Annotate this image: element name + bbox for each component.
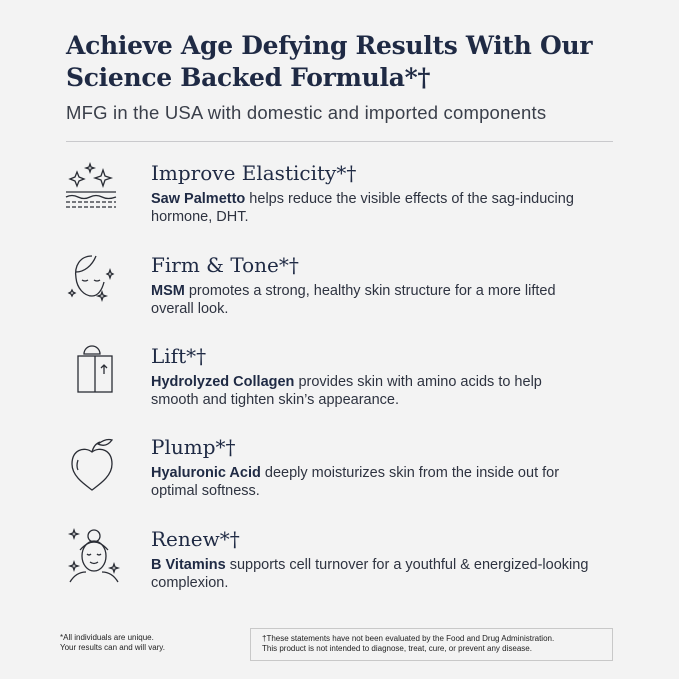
benefit-improve-elasticity: Improve Elasticity*† Saw Palmetto helps … xyxy=(151,160,591,226)
title-line-2: Science Backed Formula*† xyxy=(66,63,431,92)
benefit-heading: Firm & Tone*† xyxy=(151,253,299,277)
ingredient-name: Hyaluronic Acid xyxy=(151,465,261,481)
benefit-description: B Vitamins supports cell turnover for a … xyxy=(151,556,591,592)
subtitle: MFG in the USA with domestic and importe… xyxy=(66,102,547,123)
note-line-2: Your results can and will vary. xyxy=(60,643,165,652)
benefit-description: Hyaluronic Acid deeply moisturizes skin … xyxy=(151,464,591,500)
benefit-heading: Plump*† xyxy=(151,435,236,459)
benefit-description: MSM promotes a strong, healthy skin stru… xyxy=(151,282,591,318)
ingredient-name: B Vitamins xyxy=(151,557,226,573)
face-towel-spa-icon xyxy=(62,524,122,584)
benefit-renew: Renew*† B Vitamins supports cell turnove… xyxy=(151,526,591,592)
ingredient-name: Hydrolyzed Collagen xyxy=(151,374,295,390)
face-sparkle-icon xyxy=(62,250,122,310)
ingredient-name: MSM xyxy=(151,283,185,299)
benefit-text: supports cell turnover for a youthful & … xyxy=(151,557,589,591)
fda-disclaimer-box: †These statements have not been evaluate… xyxy=(250,628,613,661)
benefit-lift: Lift*† Hydrolyzed Collagen provides skin… xyxy=(151,343,591,409)
benefit-description: Saw Palmetto helps reduce the visible ef… xyxy=(151,190,591,226)
benefit-heading: Improve Elasticity*† xyxy=(151,161,357,185)
disclaimer-line-1: †These statements have not been evaluate… xyxy=(262,634,555,643)
note-line-1: *All individuals are unique. xyxy=(60,633,154,642)
title-line-1: Achieve Age Defying Results With Our xyxy=(66,31,593,60)
individual-results-note: *All individuals are unique. Your result… xyxy=(60,633,165,653)
benefit-text: promotes a strong, healthy skin structur… xyxy=(151,283,556,317)
benefit-firm-tone: Firm & Tone*† MSM promotes a strong, hea… xyxy=(151,252,591,318)
disclaimer-line-2: This product is not intended to diagnose… xyxy=(262,644,532,653)
ingredient-name: Saw Palmetto xyxy=(151,191,246,207)
peach-icon xyxy=(62,434,122,494)
benefit-text: helps reduce the visible effects of the … xyxy=(151,191,574,225)
benefit-heading: Lift*† xyxy=(151,344,207,368)
benefit-text: provides skin with amino acids to help s… xyxy=(151,374,542,408)
benefit-text: deeply moisturizes skin from the inside … xyxy=(151,465,560,499)
divider xyxy=(66,141,613,142)
benefit-heading: Renew*† xyxy=(151,527,240,551)
sparkle-skin-layers-icon xyxy=(62,158,122,218)
elevator-lift-icon xyxy=(62,342,122,402)
benefit-plump: Plump*† Hyaluronic Acid deeply moisturiz… xyxy=(151,434,591,500)
page-title: Achieve Age Defying Results With Our Sci… xyxy=(66,30,593,94)
benefit-description: Hydrolyzed Collagen provides skin with a… xyxy=(151,373,591,409)
